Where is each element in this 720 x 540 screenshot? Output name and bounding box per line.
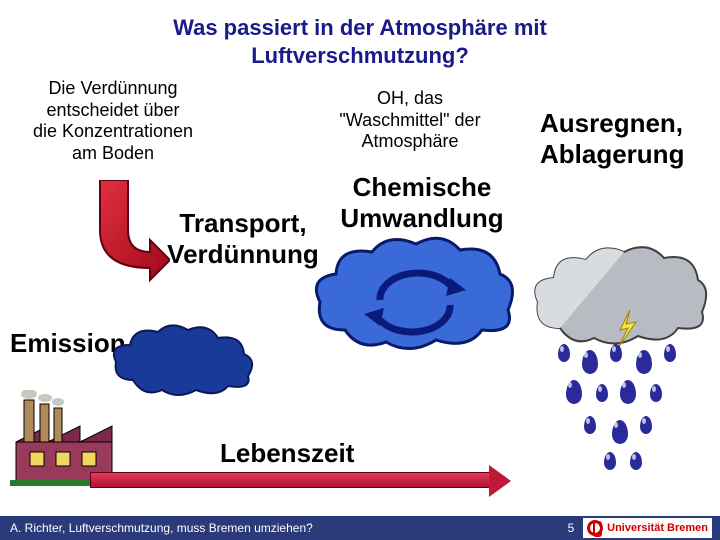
transport-l1: Transport, bbox=[179, 208, 306, 238]
raindrop-icon bbox=[630, 452, 642, 470]
center-cloud-icon bbox=[310, 230, 520, 360]
rainout-l2: Ablagerung bbox=[540, 139, 684, 169]
oh-l2: "Waschmittel" der bbox=[339, 110, 480, 130]
oh-text: OH, das "Waschmittel" der Atmosphäre bbox=[320, 88, 500, 153]
dilution-l2: entscheidet über bbox=[46, 100, 179, 120]
title-line2: Luftverschmutzung? bbox=[251, 43, 469, 68]
lifetime-text: Lebenszeit bbox=[220, 438, 354, 468]
footer-bar: A. Richter, Luftverschmutzung, muss Brem… bbox=[0, 516, 720, 540]
dilution-l4: am Boden bbox=[72, 143, 154, 163]
chemical-l1: Chemische bbox=[353, 172, 492, 202]
title-line1: Was passiert in der Atmosphäre mit bbox=[173, 15, 547, 40]
raindrop-icon bbox=[610, 344, 622, 362]
chemical-l2: Umwandlung bbox=[340, 203, 503, 233]
raindrop-icon bbox=[636, 350, 652, 374]
raindrop-icon bbox=[620, 380, 636, 404]
university-logo: Universität Bremen bbox=[583, 518, 712, 538]
raindrop-icon bbox=[566, 380, 582, 404]
transport-text: Transport, Verdünnung bbox=[158, 208, 328, 270]
raindrop-icon bbox=[582, 350, 598, 374]
chemical-text: Chemische Umwandlung bbox=[322, 172, 522, 234]
raindrop-icon bbox=[640, 416, 652, 434]
raindrop-icon bbox=[596, 384, 608, 402]
dilution-text: Die Verdünnung entscheidet über die Konz… bbox=[18, 78, 208, 164]
page-number: 5 bbox=[562, 521, 580, 535]
dilution-l1: Die Verdünnung bbox=[48, 78, 177, 98]
uni-label: Universität Bremen bbox=[607, 522, 708, 534]
oh-l1: OH, das bbox=[377, 88, 443, 108]
raindrop-icon bbox=[664, 344, 676, 362]
transport-l2: Verdünnung bbox=[167, 239, 319, 269]
raindrop-icon bbox=[650, 384, 662, 402]
raindrop-icon bbox=[584, 416, 596, 434]
rain-cloud-icon bbox=[530, 240, 710, 350]
footer-text: A. Richter, Luftverschmutzung, muss Brem… bbox=[10, 521, 313, 535]
dilution-l3: die Konzentrationen bbox=[33, 121, 193, 141]
logo-ring-icon bbox=[587, 520, 603, 536]
raindrop-icon bbox=[612, 420, 628, 444]
emission-cloud-icon bbox=[108, 320, 258, 400]
lifetime-label: Lebenszeit bbox=[220, 438, 354, 469]
lifetime-arrow-icon bbox=[90, 472, 490, 488]
red-curved-arrow-icon bbox=[80, 180, 170, 290]
raindrop-icon bbox=[604, 452, 616, 470]
slide-title: Was passiert in der Atmosphäre mit Luftv… bbox=[0, 0, 720, 75]
rainout-text: Ausregnen, Ablagerung bbox=[540, 108, 720, 170]
raindrop-icon bbox=[558, 344, 570, 362]
oh-l3: Atmosphäre bbox=[361, 131, 458, 151]
rainout-l1: Ausregnen, bbox=[540, 108, 683, 138]
